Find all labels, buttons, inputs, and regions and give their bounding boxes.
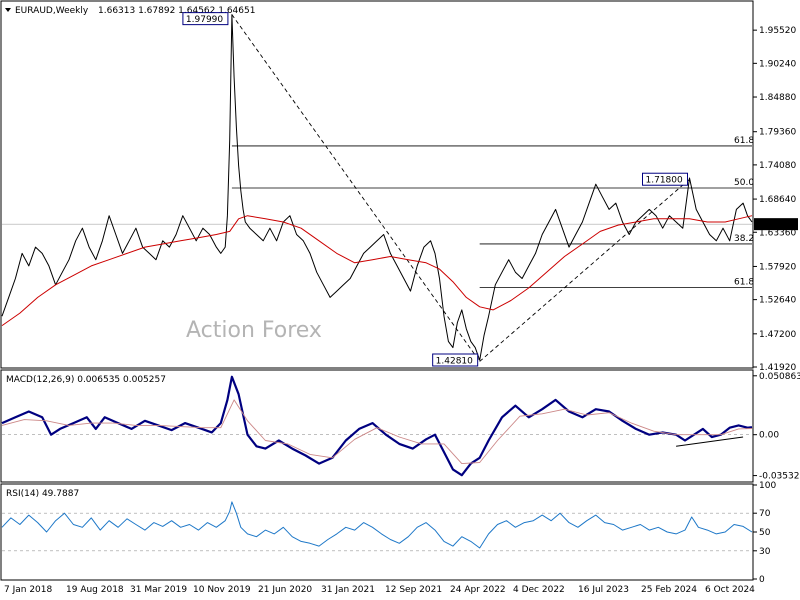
rsi-layer: 100 70 50 30 0 [1,481,776,585]
fib-level-label: 61.8 [734,278,754,288]
current-price-box [754,218,798,231]
fib-level-label: 50.0 [734,178,754,188]
trendline [479,178,690,362]
price-annotation-label: 1.42810 [436,357,473,367]
x-tick-label: 7 Jan 2018 [4,585,52,595]
current-price-label: 1.64651 [757,220,794,230]
moving-average-series [1,215,753,327]
x-tick-label: 10 Nov 2019 [193,585,251,595]
panel-menu-icon[interactable] [5,8,11,12]
price-panel-frame [0,0,754,369]
x-tick-label: 31 Mar 2019 [130,585,187,595]
x-tick-label: 16 Jul 2023 [578,585,629,595]
y-tick-label: 1.68640 [759,195,796,205]
y-tick-label: 0 [759,575,765,585]
fib-level-label: 61.8 [734,136,754,146]
y-tick-label: 1.41920 [759,363,796,373]
x-tick-label: 4 Dec 2022 [513,585,565,595]
y-tick-label: 1.79360 [759,128,796,138]
x-tick-label: 19 Aug 2018 [66,585,124,595]
y-tick-label: 1.47200 [759,330,796,340]
y-tick-label: 1.95520 [759,26,796,36]
y-tick-label: 1.57920 [759,262,796,272]
rsi-title: RSI(14) 49.7887 [6,489,79,499]
price-annotation-box [432,353,479,367]
macd-panel-frame [0,369,754,483]
price-title: EURAUD,Weekly [15,6,89,16]
y-tick-label: 0.00 [759,431,779,441]
y-tick-label: 1.84880 [759,93,796,103]
y-tick-label: 50 [759,528,771,538]
x-tick-label: 6 Oct 2024 [705,585,755,595]
watermark: Action Forex [186,318,322,343]
y-tick-label: 1.90240 [759,59,796,69]
x-axis-labels: 7 Jan 2018 19 Aug 2018 31 Mar 2019 10 No… [4,585,755,595]
y-tick-label: 30 [759,547,771,557]
x-tick-label: 24 Apr 2022 [450,585,506,595]
rsi-series [1,501,753,549]
divergence-line [676,436,744,447]
y-tick-label: 70 [759,509,771,519]
price-layer: 1.95520 1.90240 1.84880 1.79360 1.74080 1.686… [1,12,798,373]
x-tick-label: 21 Jun 2020 [258,585,312,595]
price-annotation-label: 1.71800 [646,176,683,186]
rsi-panel-frame [0,483,754,581]
x-tick-label: 25 Feb 2024 [641,585,697,595]
y-tick-label: 0.050863 [759,372,800,382]
macd-layer: 0.050863 0.00 -0.035322 [1,372,800,482]
x-tick-label: 31 Jan 2021 [321,585,375,595]
price-ohlc: 1.66313 1.67892 1.64562 1.64651 [98,6,255,16]
fib-level-label: 38.2 [734,234,754,244]
price-annotation-label: 1.97990 [186,15,223,25]
price-annotation-box [182,12,229,26]
y-tick-label: 100 [759,481,776,491]
x-tick-label: 12 Sep 2021 [385,585,442,595]
macd-title: MACD(12,26,9) 0.006535 0.005257 [6,375,166,385]
y-tick-label: 1.63360 [759,228,796,238]
signal-series [1,399,753,465]
macd-series [1,375,753,477]
y-tick-label: 1.52640 [759,296,796,306]
price-annotation-box [642,172,688,186]
y-tick-label: -0.035322 [759,472,800,482]
price-series [1,14,753,361]
y-tick-label: 1.74080 [759,161,796,171]
trendline [231,14,481,362]
